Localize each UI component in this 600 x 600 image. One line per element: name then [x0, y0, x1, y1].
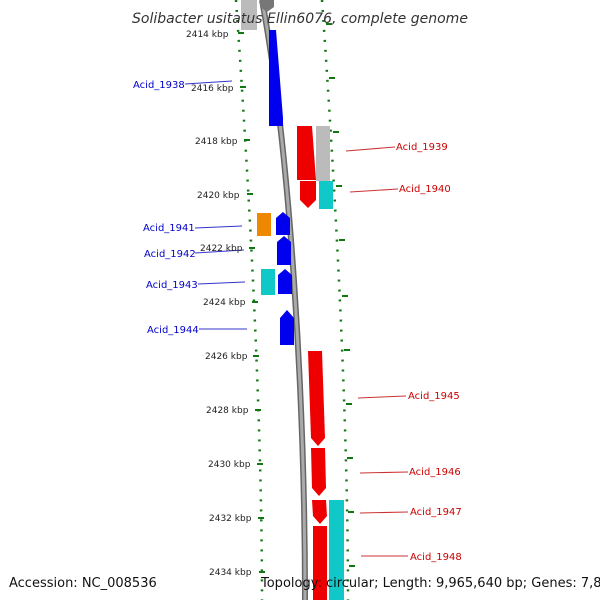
gene-label-left: Acid_1944	[147, 325, 199, 336]
gene-label-right: Acid_1947	[410, 507, 462, 518]
gene-acid-1943	[278, 269, 292, 294]
gene-acid-1941b	[276, 212, 290, 235]
map-title: Solibacter usitatus Ellin6076, complete …	[132, 11, 468, 27]
gene-acid-1947	[312, 500, 327, 524]
genes-right	[297, 126, 344, 600]
kbp-label: 2414 kbp	[186, 30, 229, 40]
kbp-label: 2424 kbp	[203, 298, 246, 308]
gene-acid-1945	[308, 351, 325, 446]
gene-acid-1939	[297, 126, 316, 180]
kbp-label: 2418 kbp	[195, 137, 238, 147]
label-leader-lines	[184, 80, 409, 557]
gene-label-left: Acid_1943	[146, 280, 198, 291]
gene-label-left: Acid_1941	[143, 223, 195, 234]
gene-acid-1941	[257, 213, 271, 236]
gene-acid-1946	[311, 448, 326, 496]
accession-text: Accession: NC_008536	[9, 576, 157, 591]
gene-acid-1947-cyan	[329, 500, 344, 600]
kbp-label: 2420 kbp	[197, 191, 240, 201]
backbone-track	[259, 0, 308, 600]
gene-label-right: Acid_1939	[396, 142, 448, 153]
gene-label-left: Acid_1938	[133, 80, 185, 91]
kbp-label: 2426 kbp	[205, 352, 248, 362]
gene-acid-1943-cyan	[261, 269, 275, 295]
gene-acid-1942	[277, 236, 291, 265]
gene-label-left: Acid_1942	[144, 249, 196, 260]
right-gene-labels: Acid_1939 Acid_1940 Acid_1945 Acid_1946 …	[396, 142, 462, 563]
gene-label-right: Acid_1948	[410, 552, 462, 563]
gene-acid-1948	[313, 526, 327, 600]
tick-marks	[238, 23, 355, 573]
gene-acid-1944	[280, 310, 294, 345]
gene-unknown-top-left	[241, 0, 257, 30]
gene-label-right: Acid_1940	[399, 184, 451, 195]
topology-text: Topology: circular; Length: 9,965,640 bp…	[260, 576, 600, 591]
kbp-label: 2430 kbp	[208, 460, 251, 470]
gene-label-right: Acid_1946	[409, 467, 461, 478]
gene-gray-top	[260, 0, 274, 12]
kbp-axis-labels: 2414 kbp 2416 kbp 2418 kbp 2420 kbp 2422…	[186, 30, 252, 578]
gene-acid-1940	[319, 181, 333, 209]
gene-label-right: Acid_1945	[408, 391, 460, 402]
kbp-label: 2416 kbp	[191, 84, 234, 94]
backbone-highlight	[260, 0, 307, 600]
gene-acid-1938	[262, 30, 283, 126]
kbp-label: 2428 kbp	[206, 406, 249, 416]
left-gene-labels: Acid_1938 Acid_1941 Acid_1942 Acid_1943 …	[133, 80, 199, 336]
kbp-label: 2434 kbp	[209, 568, 252, 578]
gene-acid-1939b	[300, 181, 316, 208]
kbp-label: 2432 kbp	[209, 514, 252, 524]
genes-left	[241, 0, 294, 345]
gene-unknown-1939	[316, 126, 330, 181]
kbp-label: 2422 kbp	[200, 244, 243, 254]
